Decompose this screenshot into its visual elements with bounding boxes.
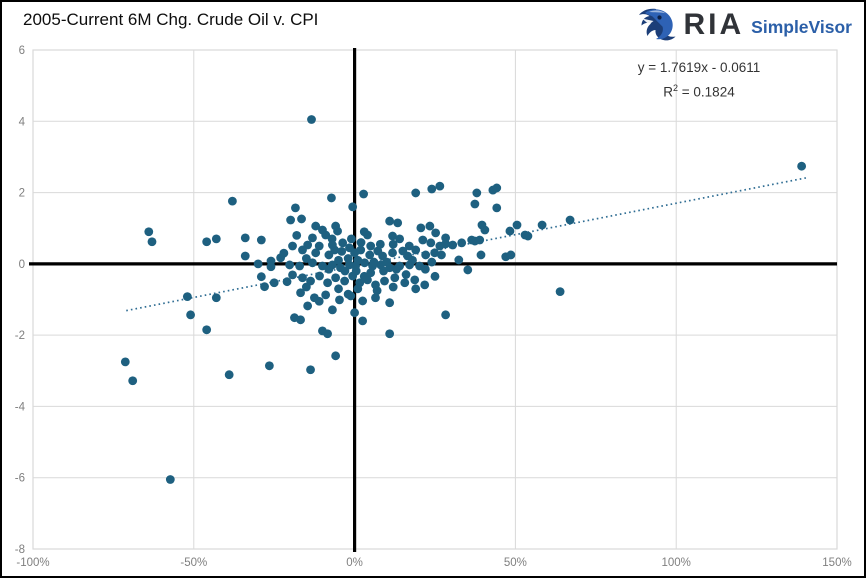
svg-text:100%: 100%	[661, 557, 690, 569]
svg-text:150%: 150%	[822, 557, 851, 569]
svg-text:6: 6	[19, 45, 25, 57]
brand-ria-text: RIA	[683, 8, 745, 41]
svg-text:-50%: -50%	[180, 557, 207, 569]
svg-text:0: 0	[19, 259, 25, 271]
brand-simplevisor-text: SimpleVisor	[751, 16, 852, 37]
svg-text:2: 2	[19, 188, 25, 200]
trendline-equation: y = 1.7619x - 0.0611 R2 = 0.1824	[592, 57, 806, 103]
svg-text:4: 4	[19, 116, 26, 128]
brand-logo: RIA SimpleVisor	[637, 7, 852, 43]
svg-text:-8: -8	[15, 544, 25, 556]
ria-eagle-icon	[639, 8, 676, 41]
chart-title: 2005-Current 6M Chg. Crude Oil v. CPI	[23, 10, 319, 29]
svg-text:0%: 0%	[346, 557, 363, 569]
svg-text:-2: -2	[15, 330, 25, 342]
svg-text:-4: -4	[15, 401, 26, 413]
equation-line: y = 1.7619x - 0.0611	[637, 60, 761, 75]
svg-text:-6: -6	[15, 473, 25, 485]
svg-text:50%: 50%	[504, 557, 527, 569]
svg-text:-100%: -100%	[16, 557, 49, 569]
r-squared-line: R2 = 0.1824	[663, 83, 735, 100]
